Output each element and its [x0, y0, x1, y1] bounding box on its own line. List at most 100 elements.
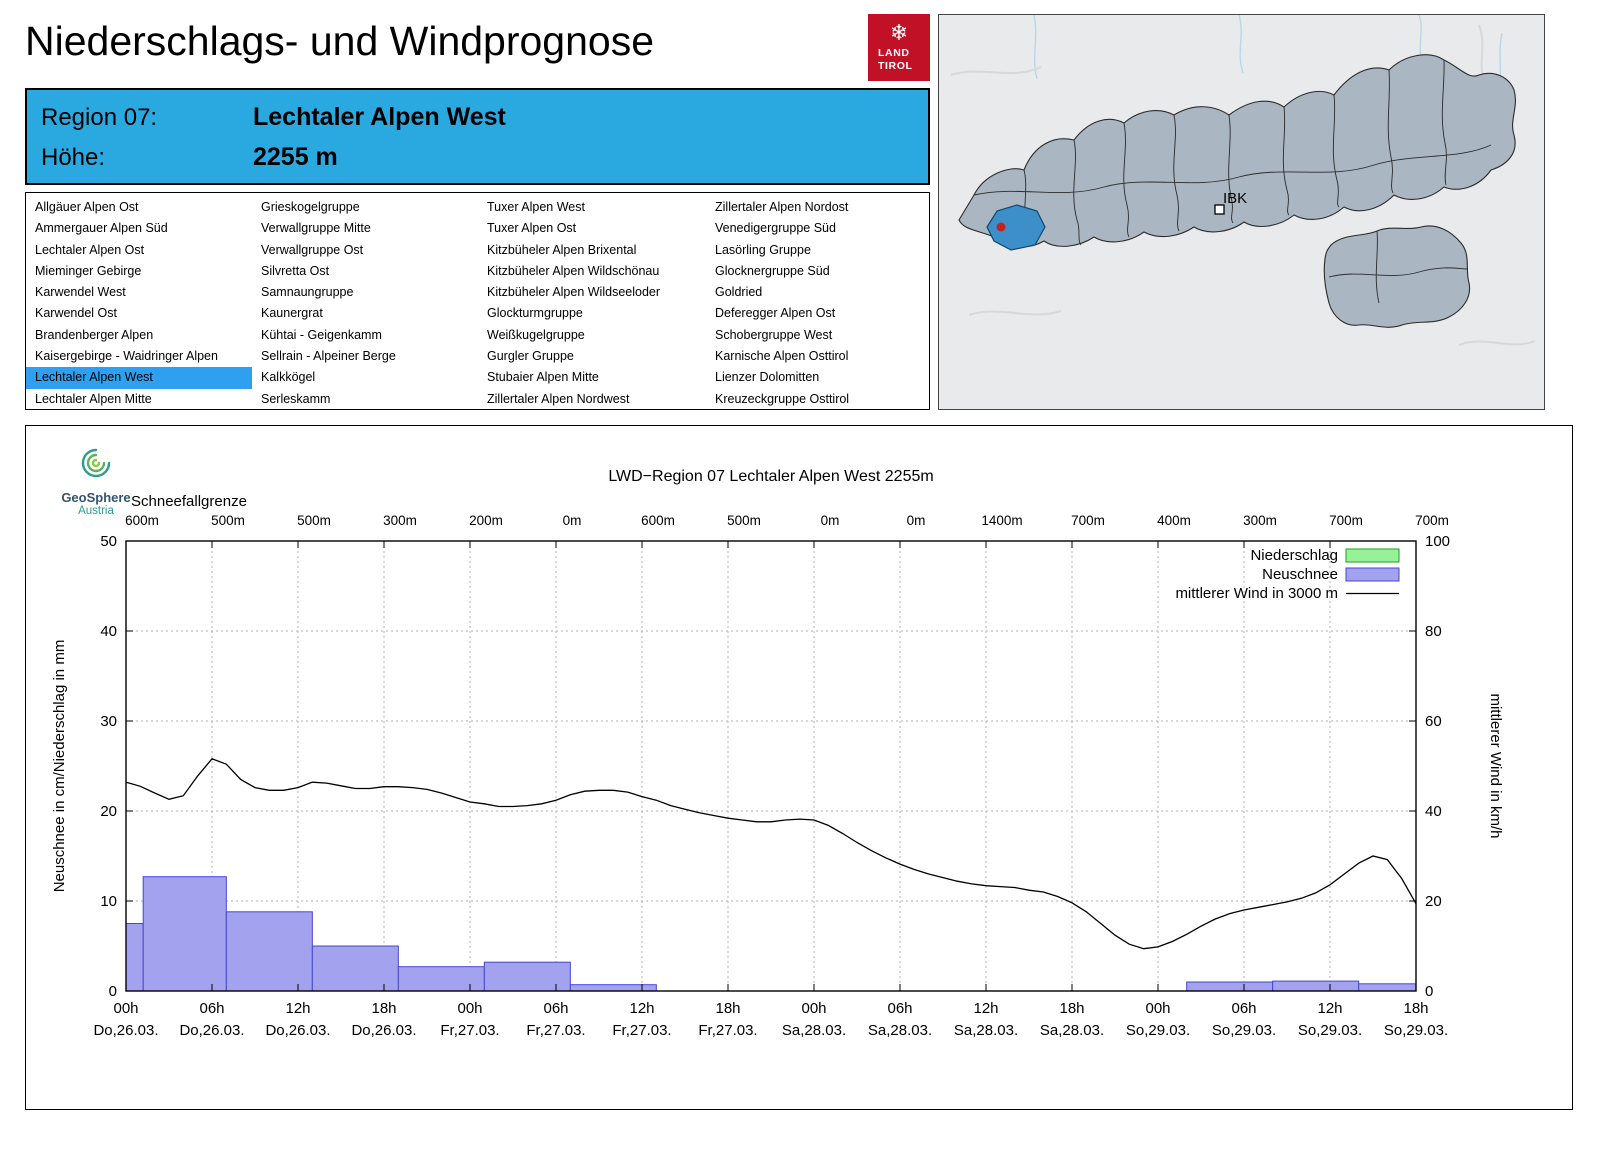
legend-label: mittlerer Wind in 3000 m	[1175, 585, 1338, 602]
region-list: Allgäuer Alpen Ost Grieskogelgruppe Tuxer …	[26, 197, 929, 410]
y-right-tick: 40	[1425, 803, 1442, 820]
region-list-item[interactable]: Grieskogelgruppe	[261, 200, 360, 214]
x-tick-date: Sa,28.03.	[954, 1022, 1018, 1039]
chart-labels: LWD−Region 07 Lechtaler Alpen West 2255m…	[51, 468, 1504, 1039]
map-selected-region[interactable]	[986, 204, 1046, 251]
y-left-tick: 20	[100, 803, 117, 820]
snowline-value: 500m	[211, 513, 245, 528]
map-north-tirol[interactable]	[958, 54, 1516, 248]
legend-swatch	[1345, 567, 1400, 582]
chart-axes	[125, 540, 1417, 992]
region-list-item[interactable]: Lechtaler Alpen West	[26, 367, 252, 389]
snowline-value: 600m	[125, 513, 159, 528]
region-list-item[interactable]: Kreuzeckgruppe Osttirol	[715, 391, 850, 406]
legend-label: Niederschlag	[1250, 547, 1338, 564]
snowline-label: Schneefallgrenze	[131, 493, 247, 510]
snowline-value: 700m	[1071, 513, 1105, 528]
x-tick-time: 18h	[371, 1000, 396, 1017]
region-list-item[interactable]: Stubaier Alpen Mitte	[487, 370, 599, 385]
x-tick-date: Do,26.03.	[93, 1022, 158, 1039]
region-list-item[interactable]: Kalkkögel	[261, 370, 316, 385]
region-list-item[interactable]: Brandenberger Alpen	[35, 327, 154, 342]
altitude-value: 2255 m	[253, 143, 338, 171]
chart-legend: Niederschlag Neuschnee mittlerer Wind in 3…	[1175, 547, 1400, 602]
region-list-item[interactable]: Tuxer Alpen Ost	[487, 221, 577, 236]
region-list-item[interactable]: Weißkugelgruppe	[487, 327, 585, 342]
snowline-value: 200m	[469, 513, 503, 528]
region-list-item[interactable]: Serleskamm	[261, 391, 331, 406]
region-list-item[interactable]: Kühtai - Geigenkamm	[261, 327, 382, 342]
region-list-item[interactable]: Kaunergrat	[261, 306, 323, 321]
region-list-item[interactable]: Kaisergebirge - Waidringer Alpen	[35, 349, 218, 364]
region-list-item[interactable]: Zillertaler Alpen Nordwest	[487, 391, 630, 406]
neuschnee-bar	[225, 911, 313, 992]
logo-text-line2: TIROL	[878, 60, 913, 72]
map-region-borders	[973, 59, 1492, 304]
region-list-item[interactable]: Lechtaler Alpen Ost	[35, 242, 145, 257]
snowline-value: 700m	[1329, 513, 1363, 528]
x-tick-time: 18h	[1059, 1000, 1084, 1017]
region-list-item[interactable]: Glocknergruppe Süd	[715, 263, 830, 278]
neuschnee-bar	[483, 961, 571, 992]
region-list-item[interactable]: Ammergauer Alpen Süd	[35, 221, 168, 236]
region-list-item[interactable]: Kitzbüheler Alpen Wildseeloder	[487, 285, 661, 300]
region-list-item[interactable]: Mieminger Gebirge	[35, 263, 142, 278]
x-tick-time: 00h	[113, 1000, 138, 1017]
region-list-item[interactable]: Goldried	[715, 285, 763, 300]
region-list-item[interactable]: Venedigergruppe Süd	[715, 221, 836, 236]
x-tick-date: Fr,27.03.	[698, 1022, 757, 1039]
x-tick-date: Do,26.03.	[265, 1022, 330, 1039]
region-list-item[interactable]: Schobergruppe West	[715, 327, 833, 342]
region-list-item[interactable]: Allgäuer Alpen Ost	[35, 200, 139, 214]
page-title: Niederschlags- und Windprognose	[25, 18, 655, 64]
map-regions[interactable]	[958, 54, 1516, 328]
region-list-item[interactable]: Deferegger Alpen Ost	[715, 306, 836, 321]
region-list-item[interactable]: Karnische Alpen Osttirol	[715, 349, 849, 364]
region-info-box: Region 07: Lechtaler Alpen West Höhe: 22…	[25, 88, 930, 185]
region-list-item[interactable]: Gurgler Gruppe	[487, 349, 574, 364]
region-list-item[interactable]: Glockturmgruppe	[487, 306, 583, 321]
region-list-item[interactable]: Kitzbüheler Alpen Brixental	[487, 242, 637, 257]
x-tick-date: So,29.03.	[1298, 1022, 1362, 1039]
y-right-tick: 0	[1425, 983, 1433, 1000]
neuschnee-bar	[1272, 980, 1360, 992]
region-list-item[interactable]: Verwallgruppe Ost	[261, 242, 364, 257]
chart-title: LWD−Region 07 Lechtaler Alpen West 2255m	[608, 468, 933, 485]
tirol-map-svg: IBK	[939, 15, 1543, 408]
y-left-axis-label: Neuschnee in cm/Niederschlag in mm	[51, 640, 68, 893]
region-list-item[interactable]: Tuxer Alpen West	[487, 200, 585, 214]
wind-line	[125, 758, 1417, 950]
region-list-item[interactable]: Lechtaler Alpen Mitte	[35, 391, 152, 406]
x-tick-time: 12h	[285, 1000, 310, 1017]
snowline-value: 0m	[563, 513, 582, 528]
x-tick-time: 06h	[887, 1000, 912, 1017]
y-left-tick: 40	[100, 623, 117, 640]
region-list-item[interactable]: Sellrain - Alpeiner Berge	[261, 349, 396, 364]
forecast-chart-panel: GeoSphere Austria Niederschlag Neuschnee m…	[25, 425, 1573, 1110]
region-list-item[interactable]: Silvretta Ost	[261, 263, 330, 278]
neuschnee-bar	[311, 945, 399, 992]
neuschnee-bar	[1186, 981, 1274, 992]
x-tick-date: Sa,28.03.	[1040, 1022, 1104, 1039]
x-tick-time: 00h	[1145, 1000, 1170, 1017]
x-tick-date: Do,26.03.	[179, 1022, 244, 1039]
region-list-item[interactable]: Kitzbüheler Alpen Wildschönau	[487, 263, 660, 278]
region-list-item[interactable]: Lasörling Gruppe	[715, 242, 811, 257]
region-list-item[interactable]: Lienzer Dolomitten	[715, 370, 820, 385]
legend-swatch	[1345, 548, 1400, 563]
chart-svg: Niederschlag Neuschnee mittlerer Wind in 3…	[51, 468, 1504, 1039]
map-east-tirol[interactable]	[1323, 225, 1471, 328]
snowline-value: 700m	[1415, 513, 1449, 528]
region-list-item[interactable]: Verwallgruppe Mitte	[261, 221, 371, 236]
region-list-item[interactable]: Karwendel Ost	[35, 306, 117, 321]
y-right-tick: 80	[1425, 623, 1442, 640]
neuschnee-bars	[125, 876, 1417, 992]
y-left-tick: 10	[100, 893, 117, 910]
region-list-item[interactable]: Samnaungruppe	[261, 285, 354, 300]
region-list-item[interactable]: Karwendel West	[35, 285, 126, 300]
region-list-item[interactable]: Zillertaler Alpen Nordost	[715, 200, 849, 214]
neuschnee-bar	[142, 876, 227, 992]
snowline-value: 0m	[821, 513, 840, 528]
snowline-value: 1400m	[981, 513, 1022, 528]
